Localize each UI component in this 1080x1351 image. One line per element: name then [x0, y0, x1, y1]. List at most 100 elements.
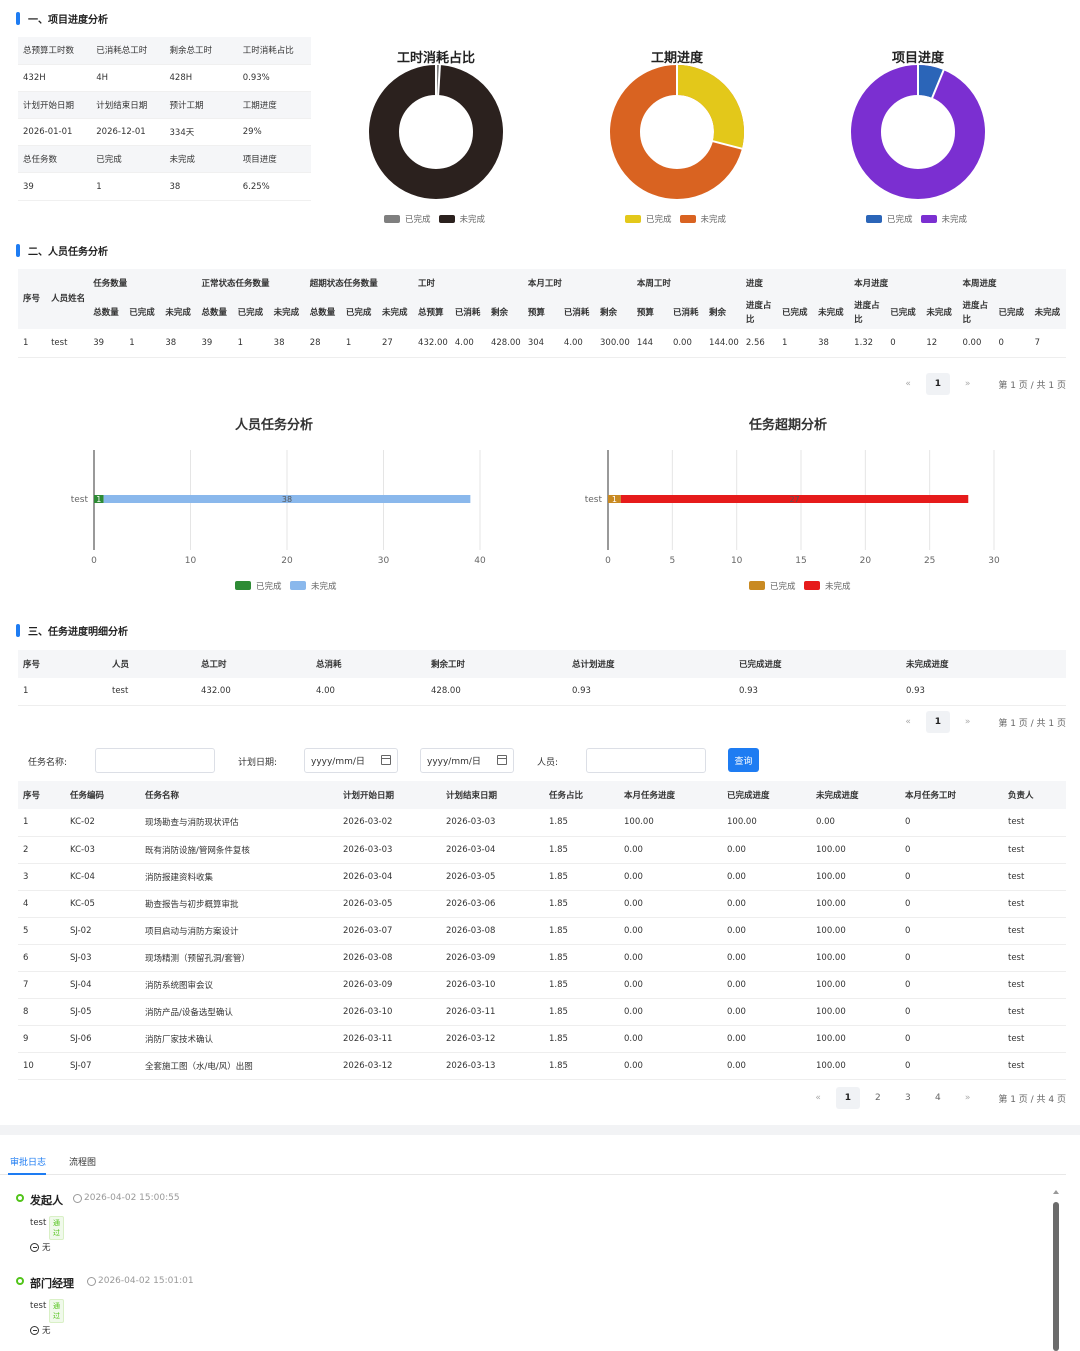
tab-approval-log[interactable]: 审批日志: [10, 1158, 47, 1168]
table-row[interactable]: 6 SJ-03 现场精测（预留孔洞/套管） 2026-03-08 2026-03-09 1…: [18, 944, 1066, 973]
table-subheader-cell: 总数量: [304, 297, 341, 329]
legend-swatch[interactable]: [290, 581, 306, 590]
legend-item[interactable]: 未完成: [438, 213, 485, 225]
table-subheader-cell: 进度占比: [740, 297, 777, 329]
table-cell: 2026-03-06: [441, 890, 544, 918]
pager-next-button[interactable]: »: [964, 717, 971, 727]
calendar-icon[interactable]: [497, 755, 507, 765]
table-subheader-cell: 进度占比: [957, 297, 994, 329]
table-cell: 0.00: [957, 329, 994, 358]
table-cell: 1: [776, 329, 814, 358]
pager-page-button[interactable]: 1: [925, 711, 950, 733]
legend-label[interactable]: 未完成: [311, 581, 337, 592]
table-header-cell: 序号: [18, 269, 47, 329]
table-row[interactable]: 5 SJ-02 项目启动与消防方案设计 2026-03-07 2026-03-08 1.8…: [18, 917, 1066, 945]
table-row[interactable]: 9 SJ-06 消防厂家技术确认 2026-03-11 2026-03-12 1.85 0.…: [18, 1025, 1066, 1054]
pager-prev-button[interactable]: «: [815, 1093, 821, 1103]
scroll-up-arrow[interactable]: [1053, 1190, 1059, 1194]
legend-swatch[interactable]: [235, 581, 251, 590]
legend-label[interactable]: 已完成: [256, 581, 282, 592]
table-cell: 4: [18, 890, 65, 918]
table-cell: 100.00: [811, 863, 900, 891]
task-name-input[interactable]: [95, 748, 215, 773]
table-cell: 2026-03-05: [338, 890, 441, 918]
table-cell: 100.00: [811, 998, 900, 1027]
pager-prev-button[interactable]: «: [905, 717, 911, 727]
table-cell: SJ-05: [65, 998, 140, 1027]
table-cell: 0.00: [722, 917, 811, 945]
personnel-task-bar-chart: 0 10 20 30 40 test 1 38 已完成 未完成: [71, 450, 486, 592]
summary-label-cell: 剩余总工时: [164, 37, 238, 65]
table-header-cell: 本月任务工时: [900, 781, 1003, 809]
table-subheader-cell: 总预算: [413, 297, 450, 329]
scrollbar-thumb[interactable]: [1053, 1202, 1059, 1351]
bar-segment[interactable]: [620, 495, 969, 503]
table-row[interactable]: 1 test 39 1 38 39 1 38 28 1 27 432.00 4.00 428.00 304 4…: [18, 329, 1066, 358]
table-header-cell: 未完成进度: [811, 781, 900, 809]
summary-label-cell: 已完成: [91, 145, 165, 174]
table-row[interactable]: 8 SJ-05 消防产品/设备选型确认 2026-03-10 2026-03-11 1.8…: [18, 998, 1066, 1027]
legend-swatch[interactable]: [804, 581, 820, 590]
legend-item[interactable]: 已完成: [866, 213, 913, 225]
table-header-row: 序号 人员 总工时 总消耗 剩余工时 总计划进度 已完成进度 未完成进度: [18, 650, 1066, 678]
legend-label: 已完成: [887, 215, 913, 225]
table-cell: test: [1003, 998, 1066, 1027]
legend-item[interactable]: 未完成: [920, 213, 967, 225]
tab-flow-chart[interactable]: 流程图: [69, 1158, 97, 1168]
summary-value-cell: 334天: [164, 118, 238, 147]
legend-item[interactable]: 已完成: [384, 213, 431, 225]
table-row[interactable]: 10 SJ-07 全套施工图（水/电/风）出图 2026-03-12 2026-03-1…: [18, 1052, 1066, 1081]
approval-tabs: 审批日志 流程图: [0, 1150, 1066, 1175]
bar-segment[interactable]: [608, 495, 621, 503]
pager-page-button[interactable]: 4: [934, 1093, 941, 1103]
query-button[interactable]: 查询: [728, 748, 759, 772]
section-marker: [16, 624, 20, 637]
bar-segment[interactable]: [103, 495, 471, 503]
x-tick-label: 30: [378, 556, 390, 566]
table-cell: 300.00: [595, 329, 632, 358]
approver-role: 部门经理: [30, 1277, 74, 1290]
table-header-cell: 总消耗: [311, 650, 426, 678]
plan-date-from-input[interactable]: yyyy/mm/日: [304, 748, 398, 773]
plan-date-to-input[interactable]: yyyy/mm/日: [420, 748, 514, 773]
legend-item[interactable]: 已完成: [625, 213, 672, 225]
calendar-icon[interactable]: [381, 755, 391, 765]
table-cell: 4.00: [449, 329, 486, 358]
table-cell: 既有消防设施/管网条件复核: [140, 836, 338, 864]
table-cell: 0: [900, 809, 1003, 837]
pager-next-button[interactable]: »: [964, 379, 971, 389]
x-tick-label: 10: [185, 556, 197, 566]
pager-next-button[interactable]: »: [964, 1093, 971, 1103]
table-cell: 2026-03-07: [338, 917, 441, 945]
table-cell: 1.85: [544, 836, 619, 864]
task-table-pager: « 1 2 3 4 » 第 1 页 / 共 4 页: [803, 1087, 1066, 1109]
table-cell: 2026-03-03: [338, 836, 441, 864]
table-row[interactable]: 2 KC-03 既有消防设施/管网条件复核 2026-03-03 2026-03-04 1…: [18, 836, 1066, 864]
table-row[interactable]: 1 test 432.00 4.00 428.00 0.93 0.93 0.93: [18, 678, 1066, 706]
summary-label-cell: 总任务数: [18, 145, 92, 174]
summary-row: 432H 4H 428H 0.93%: [18, 64, 311, 92]
task-filter-bar: 任务名称: 计划日期: yyyy/mm/日 yyyy/mm/日 人员: 查询: [0, 748, 1080, 773]
person-input[interactable]: [586, 748, 706, 773]
pager-prev-button[interactable]: «: [905, 379, 911, 389]
table-row[interactable]: 1 KC-02 现场勘查与消防现状评估 2026-03-02 2026-03-03 1.8…: [18, 809, 1066, 837]
donut-chart: [369, 64, 503, 199]
table-subheader-cell: 已完成: [885, 297, 922, 329]
pager-page-button[interactable]: 3: [904, 1093, 911, 1103]
table-cell: 2026-03-10: [441, 971, 544, 1000]
legend-label[interactable]: 未完成: [825, 581, 851, 592]
scrollbar[interactable]: [1053, 1190, 1059, 1351]
bar-segment[interactable]: [94, 495, 104, 503]
legend-label[interactable]: 已完成: [770, 581, 796, 592]
table-row[interactable]: 4 KC-05 勘查报告与初步概算审批 2026-03-05 2026-03-06 1.8…: [18, 890, 1066, 918]
pager-page-button[interactable]: 1: [835, 1087, 860, 1109]
legend-swatch[interactable]: [749, 581, 765, 590]
summary-label-cell: 工期进度: [237, 91, 311, 120]
table-row[interactable]: 7 SJ-04 消防系统图审会议 2026-03-09 2026-03-10 1.85 0.…: [18, 971, 1066, 1000]
table-cell: KC-03: [65, 836, 140, 864]
pager-page-button[interactable]: 1: [925, 373, 950, 395]
pager-page-button[interactable]: 2: [874, 1093, 881, 1103]
approval-time: 2026-04-02 15:01:01: [98, 1276, 194, 1286]
table-row[interactable]: 3 KC-04 消防报建资料收集 2026-03-04 2026-03-05 1.85 0.…: [18, 863, 1066, 891]
legend-item[interactable]: 未完成: [679, 213, 726, 225]
